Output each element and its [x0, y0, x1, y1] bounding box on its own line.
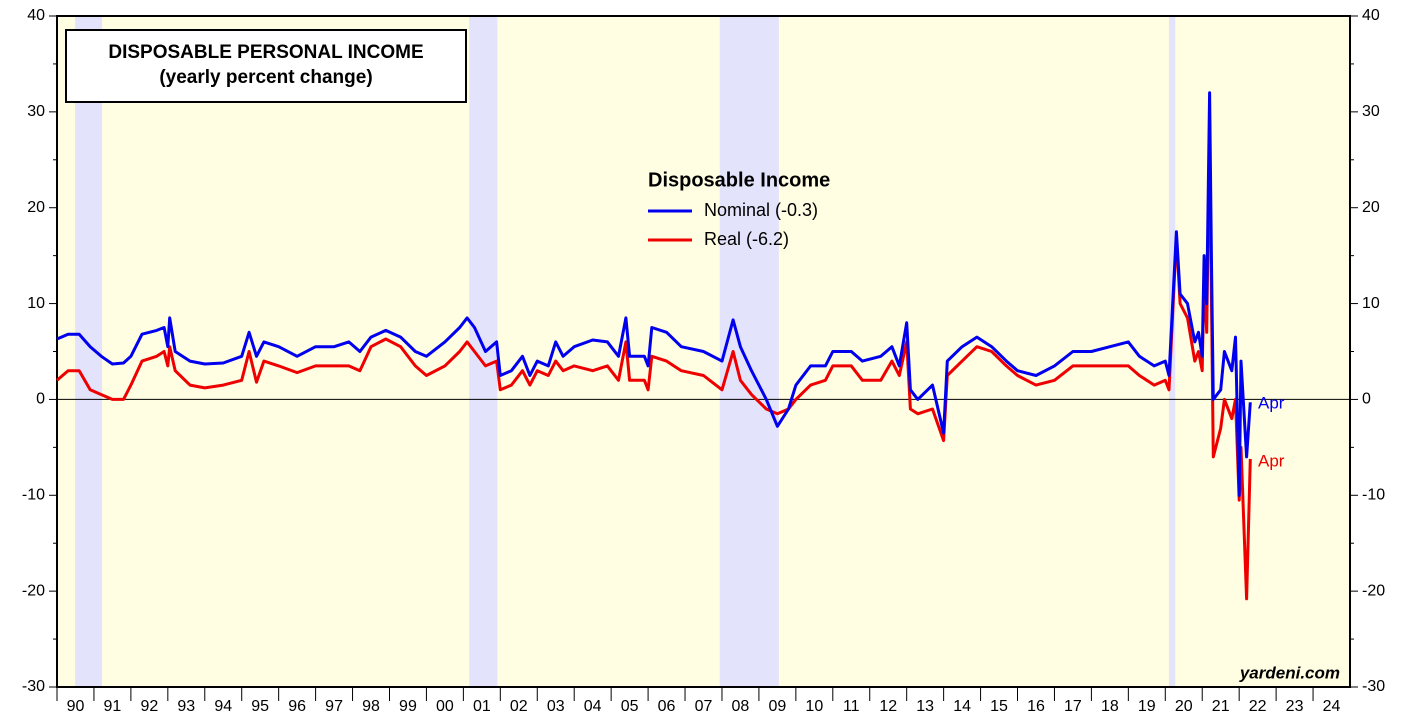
x-tick-label: 02: [510, 698, 528, 715]
annotation: Apr: [1258, 451, 1285, 470]
y-tick-label: 10: [27, 295, 45, 312]
x-tick-label: 21: [1212, 698, 1230, 715]
y-tick-label: -20: [1362, 582, 1385, 599]
y-tick-label: -30: [22, 678, 45, 695]
x-tick-label: 03: [547, 698, 565, 715]
x-tick-label: 15: [990, 698, 1008, 715]
recession-band: [719, 16, 779, 687]
x-tick-label: 17: [1064, 698, 1082, 715]
x-tick-label: 95: [251, 698, 269, 715]
x-tick-label: 12: [879, 698, 897, 715]
x-tick-label: 18: [1101, 698, 1119, 715]
title-box: [65, 29, 467, 103]
y-tick-label: -10: [22, 487, 45, 504]
y-tick-label: 0: [1362, 391, 1371, 408]
annotation: Apr: [1258, 393, 1285, 412]
x-tick-label: 93: [177, 698, 195, 715]
x-tick-label: 19: [1138, 698, 1156, 715]
x-tick-label: 09: [768, 698, 786, 715]
x-tick-label: 10: [805, 698, 823, 715]
y-tick-label: 10: [1362, 295, 1380, 312]
source: yardeni.com: [1239, 663, 1340, 682]
x-tick-label: 01: [473, 698, 491, 715]
legend-label: Nominal (-0.3): [704, 200, 818, 220]
x-tick-label: 24: [1323, 698, 1341, 715]
x-tick-label: 16: [1027, 698, 1045, 715]
y-tick-label: 40: [1362, 7, 1380, 24]
x-tick-label: 92: [140, 698, 158, 715]
x-tick-label: 05: [621, 698, 639, 715]
y-tick-label: 30: [27, 103, 45, 120]
x-tick-label: 00: [436, 698, 454, 715]
y-tick-label: -20: [22, 582, 45, 599]
x-tick-label: 91: [104, 698, 122, 715]
plot-frame: [56, 15, 1351, 688]
chart-subtitle: (yearly percent change): [159, 67, 372, 88]
legend-title: Disposable Income: [648, 169, 830, 191]
x-tick-label: 11: [843, 698, 860, 715]
y-tick-label: 40: [27, 7, 45, 24]
x-tick-label: 99: [399, 698, 417, 715]
x-tick-label: 23: [1286, 698, 1304, 715]
x-tick-label: 90: [67, 698, 85, 715]
y-tick-label: 20: [27, 199, 45, 216]
x-tick-label: 07: [695, 698, 713, 715]
x-tick-label: 06: [658, 698, 676, 715]
x-tick-label: 97: [325, 698, 343, 715]
x-tick-label: 98: [362, 698, 380, 715]
x-tick-label: 14: [953, 698, 971, 715]
y-tick-label: -30: [1362, 678, 1385, 695]
legend-label: Real (-6.2): [704, 229, 789, 249]
y-tick-label: 30: [1362, 103, 1380, 120]
x-tick-label: 94: [214, 698, 232, 715]
x-tick-label: 13: [916, 698, 934, 715]
series-line: [56, 91, 1252, 497]
x-tick-label: 96: [288, 698, 306, 715]
x-tick-label: 08: [732, 698, 750, 715]
y-tick-label: 20: [1362, 199, 1380, 216]
x-tick-label: 04: [584, 698, 602, 715]
y-tick-label: -10: [1362, 487, 1385, 504]
y-tick-label: 0: [36, 391, 45, 408]
chart-title: DISPOSABLE PERSONAL INCOME: [108, 42, 423, 63]
x-tick-label: 22: [1249, 698, 1267, 715]
x-tick-label: 20: [1175, 698, 1193, 715]
